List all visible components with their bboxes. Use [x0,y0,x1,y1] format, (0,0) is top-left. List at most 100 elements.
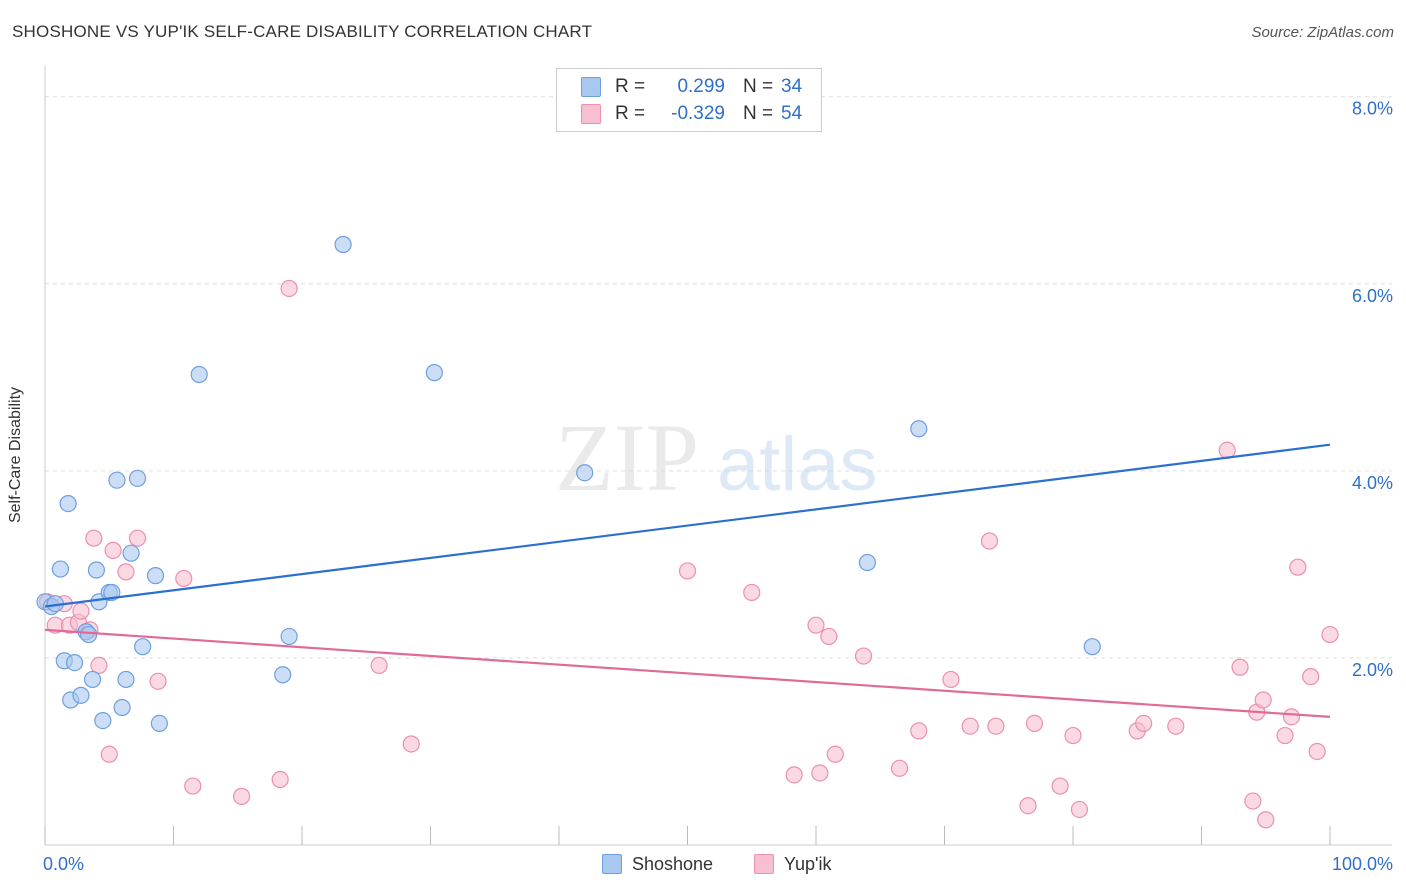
yupik-point [233,787,251,805]
yupik-point [820,627,838,646]
legend-item-shoshone[interactable]: Shoshone [602,852,713,876]
shoshone-point [51,560,70,578]
y-tick-label: 6.0% [1352,286,1393,306]
yupik-point [811,764,829,782]
yupik-point [743,583,761,602]
shoshone-point [83,670,102,689]
yupik-point [1064,726,1082,745]
axis-layer [44,66,1392,846]
shoshone-point [858,553,877,572]
yupik-point [104,541,122,559]
yupik-point [1282,708,1301,726]
shoshone-point [117,670,135,689]
y-tick-label: 8.0% [1352,99,1393,119]
shoshone-point [146,567,165,585]
shoshone-point [65,654,84,672]
n-label: N = [743,76,774,97]
yupik-swatch [581,104,601,124]
r-value: -0.329 [671,103,725,124]
yupik-point [1254,691,1272,709]
x-tick-label-max: 100.0% [1332,854,1393,874]
yupik-point [184,777,202,795]
yupik-point [942,670,960,689]
yupik-point [1025,714,1044,733]
yupik-point [128,529,147,547]
yupik-swatch [754,854,774,874]
legend-row-shoshone: R = 0.299 N = 34 [581,74,802,100]
shoshone-point [190,365,208,384]
shoshone-point [94,711,112,730]
x-tick-label-min: 0.0% [43,854,84,874]
shoshone-point [150,714,168,733]
yupik-point [117,563,135,581]
tick-label-layer: 2.0% 4.0% 6.0% 8.0% 0.0% 100.0% [43,99,1393,874]
shoshone-point [334,235,352,254]
yupik-point [85,529,103,547]
yupik-point [826,745,844,763]
yupik-point [1276,726,1294,745]
yupik-point [271,770,289,789]
yupik-point [854,647,873,665]
n-value: 54 [781,103,803,124]
yupik-point [402,735,420,753]
source-label: Source: ZipAtlas.com [1251,24,1394,41]
legend-item-yupik[interactable]: Yup'ik [754,852,831,876]
shoshone-swatch [581,77,601,97]
yupik-point [1321,625,1339,644]
shoshone-point [80,625,98,644]
yupik-point [100,745,118,763]
chart-title: SHOSHONE VS YUP'IK SELF-CARE DISABILITY … [12,22,593,41]
r-value: 0.299 [677,76,725,97]
shoshone-point [576,464,594,482]
y-tick-label: 2.0% [1352,660,1393,680]
shoshone-point [128,469,147,487]
r-label: R = [615,103,646,124]
legend-label-yupik: Yup'ik [784,853,832,874]
yupik-trend-line [44,628,1331,718]
n-value: 34 [781,76,803,97]
n-label: N = [743,103,774,124]
watermark-atlas: atlas [717,422,878,507]
yupik-point [785,766,803,784]
shoshone-point [134,638,152,656]
y-tick-label: 4.0% [1352,473,1393,493]
yupik-point [1244,792,1262,810]
yupik-point [1019,797,1037,815]
shoshone-point [87,561,106,579]
correlation-legend: R = 0.299 N = 34 R = -0.329 N = 54 [556,68,822,132]
yupik-point [1070,800,1089,819]
legend-row-yupik: R = -0.329 N = 54 [581,101,802,127]
shoshone-point [59,494,77,513]
shoshone-point [103,583,121,602]
grid-layer [45,96,1392,659]
yupik-point [175,569,193,588]
y-axis-label: Self-Care Disability [7,386,24,524]
yupik-point [1302,668,1320,686]
yupik-point [807,616,825,634]
yupik-point [1289,558,1307,576]
shoshone-point [274,666,292,684]
yupik-point [72,602,90,620]
points-layer [36,235,1339,829]
trend-layer [44,443,1331,718]
shoshone-point [1083,638,1101,656]
r-label: R = [615,76,646,97]
shoshone-point [72,686,90,704]
yupik-point [370,656,388,675]
yupik-point [1167,717,1185,735]
legend-label-shoshone: Shoshone [632,853,714,874]
shoshone-trend-line [44,443,1331,608]
yupik-point [678,562,697,580]
shoshone-point [122,544,140,562]
yupik-point [987,717,1005,735]
yupik-point [910,722,928,740]
shoshone-point [910,420,928,438]
watermark-zip: ZIP [555,404,699,511]
shoshone-point [113,698,131,717]
yupik-point [280,279,298,298]
shoshone-point [108,471,126,489]
yupik-point [1308,742,1326,761]
yupik-point [1257,811,1275,829]
yupik-point [90,656,108,675]
